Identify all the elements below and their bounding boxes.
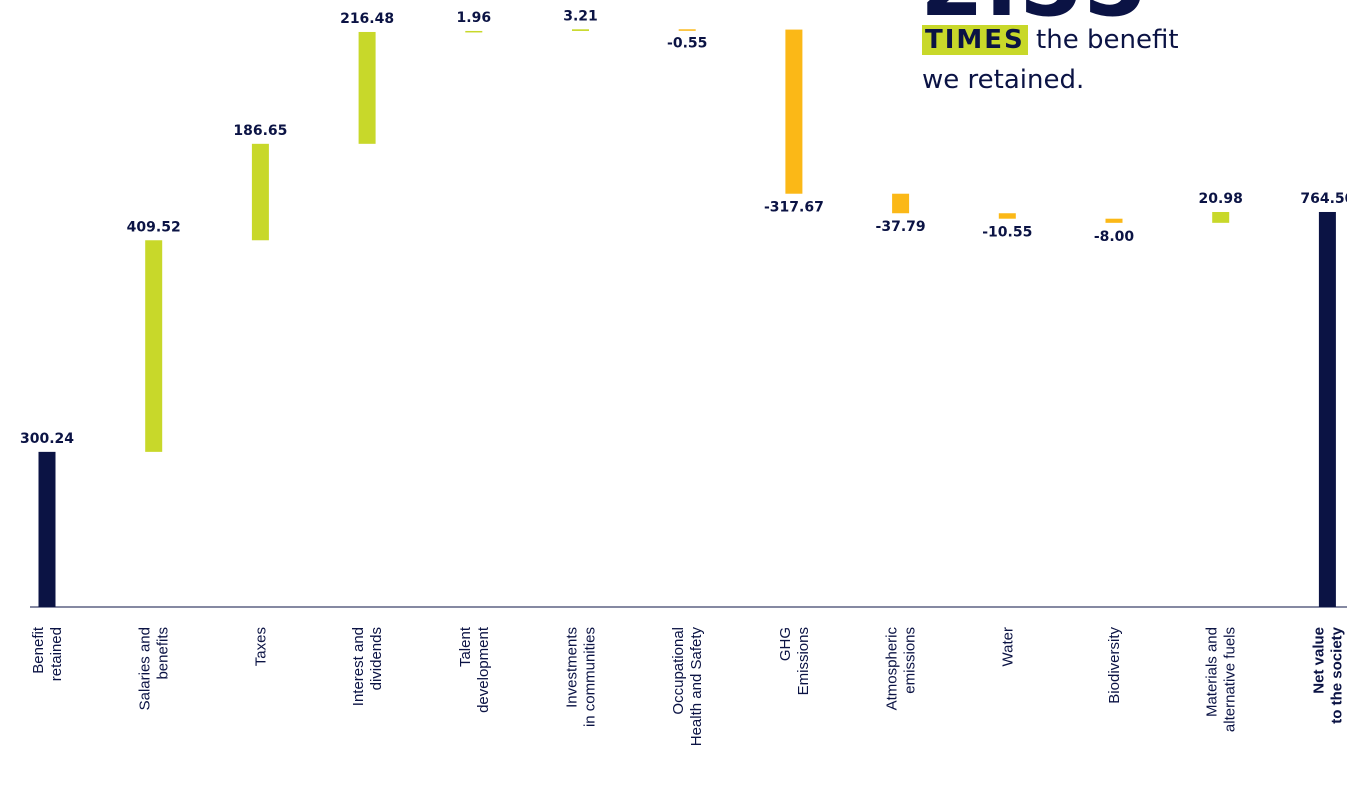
category-label-investments-in-communities: Investments in communities [564, 627, 599, 727]
category-label-line: emissions [902, 627, 919, 694]
value-label-biodiversity: -8.00 [1094, 229, 1135, 245]
value-label-salaries-and-benefits: 409.52 [127, 219, 181, 235]
category-label-line: GHG [777, 627, 794, 661]
bar-water [998, 213, 1016, 219]
bar-atmospheric-emissions [892, 193, 910, 214]
callout-line-2: we retained. [922, 65, 1085, 95]
callout-line-1-rest: the benefit [1027, 25, 1179, 55]
category-label-line: Salaries and [137, 627, 154, 710]
times-highlight: TIMES [922, 25, 1028, 55]
category-label-water: Water [999, 627, 1016, 666]
category-label-interest-and-dividends: Interest and dividends [350, 627, 385, 706]
bar-net-value-to-the-society [1318, 211, 1336, 607]
category-label-line: Occupational [670, 627, 687, 715]
bar-materials-and-alternative-fuels [1212, 211, 1230, 223]
category-label-materials-and-alternative-fuels: Materials and alternative fuels [1204, 627, 1239, 732]
multiplier-number: 2.55 [920, 0, 1147, 30]
category-label-line: Materials and [1204, 627, 1221, 717]
value-label-net-value-to-the-society: 764.50 [1300, 191, 1347, 207]
bar-taxes [251, 143, 269, 241]
category-label-line: Talent [457, 626, 474, 667]
category-label-line: Interest and [350, 627, 367, 706]
bar-talent-development [465, 30, 483, 33]
category-label-taxes: Taxes [252, 627, 269, 666]
category-label-line: dividends [368, 627, 385, 690]
bar-salaries-and-benefits [145, 240, 163, 452]
category-label-line: Benefit [30, 626, 47, 674]
value-label-ghg-emissions: -317.67 [764, 200, 824, 216]
category-label-line: retained [48, 627, 65, 681]
value-label-investments-in-communities: 3.21 [563, 8, 598, 24]
category-label-line: Water [999, 627, 1016, 666]
category-label-line: Investments [564, 627, 581, 708]
category-label-line: Emissions [795, 627, 812, 695]
value-labels-group: 300.24 409.52 186.65 216.48 1.96 3.21 -0.55 -31… [20, 8, 1347, 447]
category-label-ghg-emissions: GHG Emissions [777, 627, 812, 695]
bar-investments-in-communities [572, 29, 589, 31]
category-label-talent-development: Talent development [457, 626, 492, 713]
category-label-atmospheric-emissions: Atmospheric emissions [884, 627, 919, 711]
value-label-materials-and-alternative-fuels: 20.98 [1199, 191, 1243, 207]
bar-interest-and-dividends [358, 31, 376, 144]
bars-group [38, 29, 1336, 607]
category-label-line: benefits [155, 627, 172, 680]
bar-benefit-retained [38, 451, 56, 607]
category-label-line: development [475, 626, 492, 713]
category-label-line: Net value [1310, 627, 1327, 694]
category-label-occupational-health-and-safety: Occupational Health and Safety [670, 627, 705, 747]
category-label-line: alternative fuels [1222, 627, 1239, 732]
bar-occupational-health-and-safety [678, 29, 696, 31]
bar-ghg-emissions [785, 29, 803, 194]
category-label-net-value-to-the-society: Net value to the society [1310, 626, 1345, 723]
bar-biodiversity [1105, 218, 1123, 223]
value-label-water: -10.55 [982, 225, 1032, 241]
value-label-atmospheric-emissions: -37.79 [876, 219, 926, 235]
category-label-line: Taxes [252, 627, 269, 666]
category-labels-group: Benefit retained Salaries and benefits Taxes… [30, 626, 1345, 746]
callout-line-1: TIMES the benefit [922, 20, 1179, 60]
value-label-talent-development: 1.96 [457, 10, 492, 26]
callout-text: TIMES the benefit we retained. [922, 20, 1179, 100]
value-label-occupational-health-and-safety: -0.55 [667, 36, 707, 52]
category-label-line: Biodiversity [1106, 627, 1123, 704]
category-label-line: to the society [1328, 626, 1345, 723]
category-label-benefit-retained: Benefit retained [30, 626, 65, 681]
category-label-biodiversity: Biodiversity [1106, 627, 1123, 704]
category-label-line: in communities [582, 627, 599, 727]
value-label-benefit-retained: 300.24 [20, 431, 74, 447]
category-label-salaries-and-benefits: Salaries and benefits [137, 627, 172, 710]
category-label-line: Atmospheric [884, 627, 901, 711]
value-label-taxes: 186.65 [233, 123, 287, 139]
value-label-interest-and-dividends: 216.48 [340, 11, 394, 27]
category-label-line: Health and Safety [688, 627, 705, 747]
